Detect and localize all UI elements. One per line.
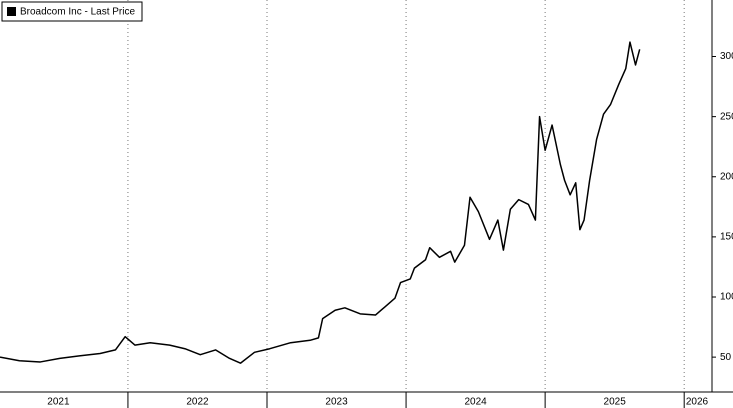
x-tick-label: 2021 (47, 397, 70, 408)
y-tick-label: 200 (720, 171, 733, 182)
y-tick-label: 100 (720, 292, 733, 303)
x-tick-label: 2022 (186, 397, 209, 408)
y-tick-label: 300 (720, 51, 733, 62)
y-tick-label: 250 (720, 111, 733, 122)
y-tick-label: 50 (720, 352, 732, 363)
legend-label: Broadcom Inc - Last Price (20, 7, 135, 18)
x-tick-label: 2023 (325, 397, 348, 408)
legend-swatch (7, 7, 16, 16)
x-tick-label: 2026 (686, 397, 709, 408)
x-tick-label: 2024 (464, 397, 487, 408)
x-tick-label: 2025 (604, 397, 627, 408)
price-line (0, 41, 641, 364)
legend-box (1, 1, 143, 22)
y-tick-label: 150 (720, 232, 733, 243)
